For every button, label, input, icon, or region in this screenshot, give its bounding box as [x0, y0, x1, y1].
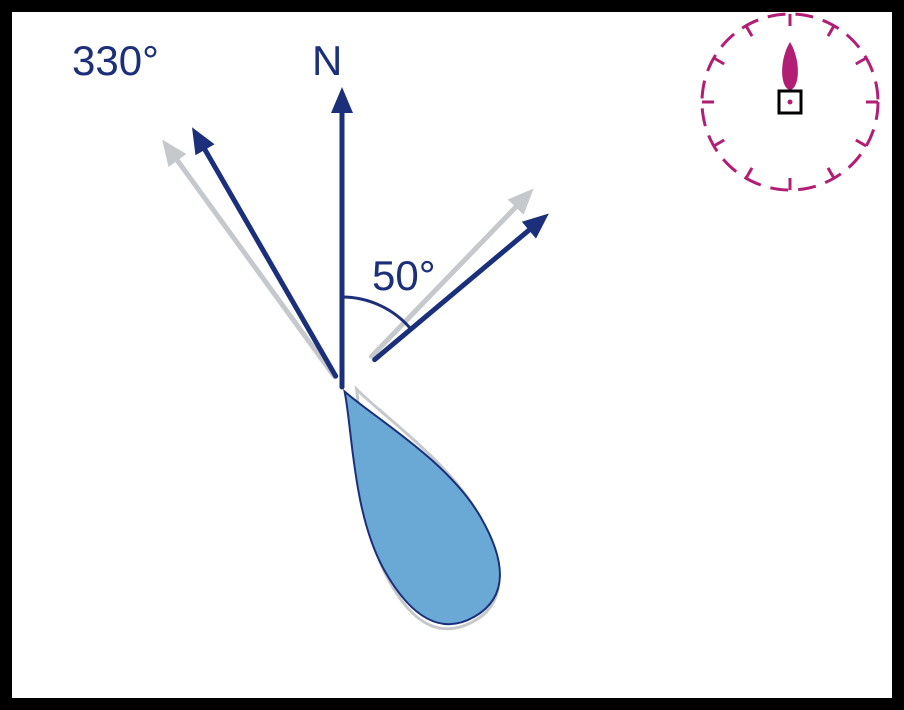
- arrow-wind-ghost-shaft: [177, 160, 334, 376]
- arrow-wind-shaft: [205, 150, 336, 376]
- label-north: N: [312, 37, 342, 85]
- compass-tick: [828, 168, 834, 178]
- label-wind: 330°: [72, 37, 159, 85]
- compass-tick: [714, 58, 724, 64]
- compass-tick: [714, 140, 724, 146]
- compass-tick: [856, 58, 866, 64]
- compass-tick: [856, 140, 866, 146]
- boat-shape: [345, 392, 500, 625]
- compass-tick: [746, 168, 752, 178]
- arrow-wind-ghost-head: [162, 139, 186, 167]
- compass-center-dot: [788, 100, 793, 105]
- compass-tick: [746, 26, 752, 36]
- label-course: 50°: [372, 252, 436, 300]
- compass-tick: [828, 26, 834, 36]
- arrow-north-head: [331, 87, 353, 113]
- compass-needle: [782, 42, 798, 90]
